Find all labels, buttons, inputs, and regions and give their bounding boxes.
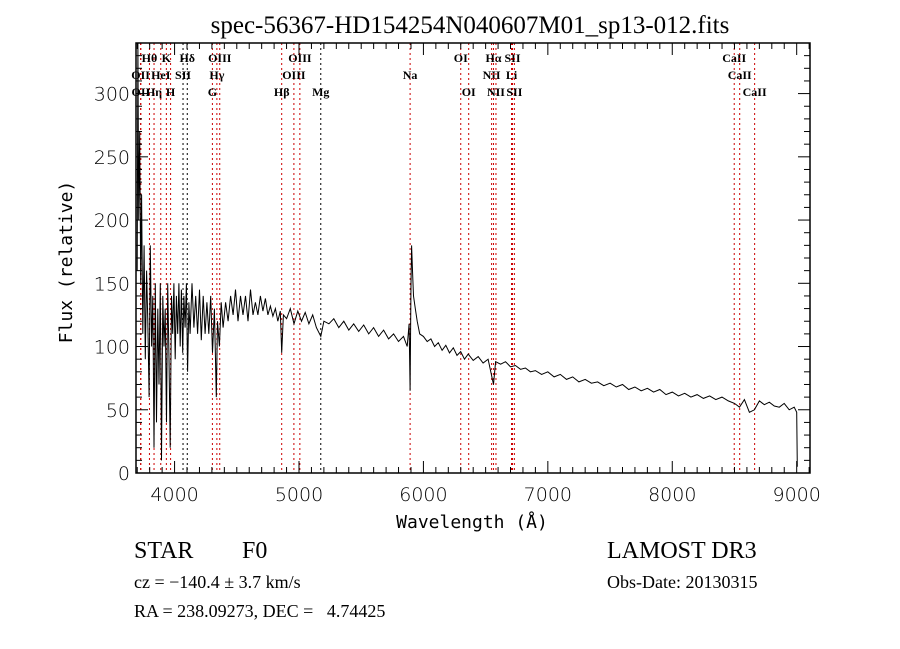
line-marker-label: CaII	[743, 85, 767, 99]
x-tick-label: 7000	[524, 484, 572, 506]
y-axis-label: Flux (relative)	[56, 181, 77, 344]
line-marker-label: OIII	[282, 68, 306, 82]
line-marker-label: NII	[487, 85, 505, 99]
line-marker-label: K	[162, 51, 172, 65]
line-marker-label: OIII	[208, 51, 232, 65]
line-marker-label: OI	[462, 85, 476, 99]
line-marker-label: HeI	[151, 68, 171, 82]
line-marker-label: NII	[483, 68, 501, 82]
chart-title: spec-56367-HD154254N040607M01_sp13-012.f…	[211, 12, 730, 39]
y-tick-label: 300	[94, 84, 130, 106]
y-tick-label: 200	[94, 210, 130, 232]
y-tick-label: 250	[94, 147, 130, 169]
coordinates: RA = 238.09273, DEC = 4.74425	[134, 601, 386, 621]
line-marker-label: Mg	[312, 85, 329, 99]
line-marker-label: Hδ	[179, 51, 195, 65]
redshift-cz: cz = −140.4 ± 3.7 km/s	[134, 572, 301, 592]
spectrum-line	[136, 42, 798, 467]
line-marker-label: CaII	[728, 68, 752, 82]
line-marker-label: Hθ	[142, 51, 158, 65]
x-tick-label: 5000	[275, 484, 323, 506]
y-tick-label: 50	[106, 400, 130, 422]
line-marker-label: Na	[403, 68, 418, 82]
line-marker-label: OI	[454, 51, 468, 65]
object-class: STAR	[134, 538, 194, 564]
x-tick-label: 4000	[150, 484, 198, 506]
axes: 4000 5000 6000 7000 8000 9000 0 50 100 150 200 250 3…	[94, 42, 821, 506]
line-marker-label: G	[208, 85, 217, 99]
y-tick-label: 100	[94, 337, 130, 359]
x-tick-label: 6000	[399, 484, 447, 506]
x-axis-label: Wavelength (Å)	[396, 511, 548, 533]
observation-date: Obs-Date: 20130315	[607, 572, 758, 592]
line-marker-label: Hβ	[274, 85, 290, 99]
line-marker-label: H	[166, 85, 176, 99]
line-marker-label: CaII	[722, 51, 746, 65]
line-marker-label: OIII	[288, 51, 312, 65]
survey-name: LAMOST DR3	[607, 538, 757, 564]
plot-frame	[135, 42, 811, 474]
object-subclass: F0	[242, 538, 268, 564]
line-marker-label: Li	[506, 68, 518, 82]
x-tick-label: 8000	[648, 484, 696, 506]
line-marker-label: SII	[175, 68, 191, 82]
line-marker-label: Hη	[146, 85, 162, 99]
y-tick-label: 150	[94, 273, 130, 295]
line-marker-label: Hγ	[209, 68, 224, 82]
y-tick-label: 0	[118, 463, 130, 485]
line-markers: OIIOIIHθHηHeIKHSIIHδGHγOIIIHβOIIIOIIIMgN…	[131, 43, 767, 473]
x-tick-label: 9000	[773, 484, 821, 506]
line-marker-label: SII	[504, 51, 520, 65]
line-marker-label: SII	[506, 85, 522, 99]
line-marker-label: Hα	[485, 51, 501, 65]
